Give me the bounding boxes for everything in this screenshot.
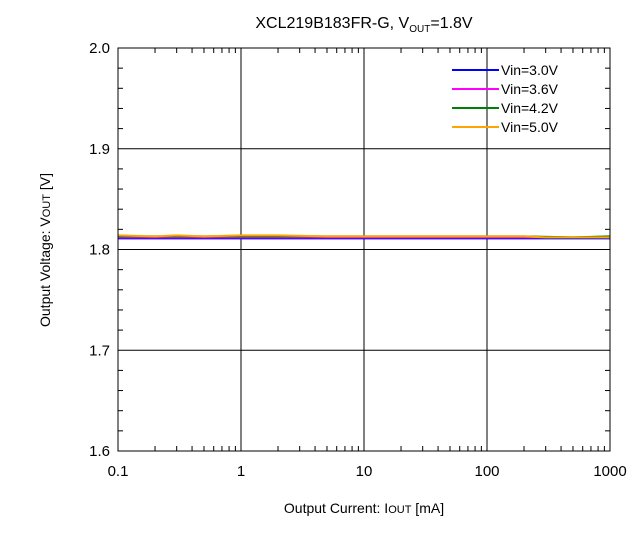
y-tick-label: 1.8 — [89, 242, 110, 259]
x-tick-label: 1000 — [593, 463, 626, 480]
title-tail: =1.8V — [430, 15, 473, 32]
y-axis-label: Output Voltage: VOUT [V] — [37, 173, 53, 327]
legend: Vin=3.0V Vin=3.6V Vin=4.2V Vin=5.0V — [452, 62, 559, 135]
x-tick-label: 10 — [356, 463, 373, 480]
y-axis-label-subscript: OUT — [41, 194, 53, 218]
x-tick-label: 1 — [237, 463, 245, 480]
legend-label: Vin=4.2V — [501, 100, 559, 116]
series-layer — [117, 234, 611, 240]
y-tick-label: 1.9 — [89, 141, 110, 158]
y-tick-label: 1.6 — [89, 443, 110, 460]
legend-label: Vin=5.0V — [501, 119, 559, 135]
y-tick-labels: 1.6 1.7 1.8 1.9 2.0 — [89, 40, 110, 460]
title-subscript: OUT — [409, 24, 430, 35]
x-tick-label: 100 — [474, 463, 499, 480]
y-axis-label-tail: [V] — [37, 173, 53, 194]
legend-label: Vin=3.6V — [501, 81, 559, 97]
y-axis-label-main: Output Voltage: V — [37, 217, 53, 327]
x-axis-label-subscript: OUT — [388, 504, 412, 516]
x-axis-label-tail: [mA] — [411, 500, 444, 516]
y-tick-label: 2.0 — [89, 40, 110, 57]
x-axis-label: Output Current: IOUT [mA] — [284, 500, 444, 516]
minor-ticks — [118, 48, 610, 451]
chart-title: XCL219B183FR-G, VOUT=1.8V — [255, 15, 473, 35]
x-axis-label-main: Output Current: I — [284, 500, 388, 516]
x-tick-label: 0.1 — [108, 463, 129, 480]
x-tick-labels: 0.1 1 10 100 1000 — [108, 463, 627, 480]
grid — [118, 48, 610, 451]
plot-frame — [117, 47, 611, 452]
y-tick-label: 1.7 — [89, 342, 110, 359]
series-line — [117, 234, 610, 239]
legend-label: Vin=3.0V — [501, 62, 559, 78]
title-main: XCL219B183FR-G, V — [255, 15, 409, 32]
